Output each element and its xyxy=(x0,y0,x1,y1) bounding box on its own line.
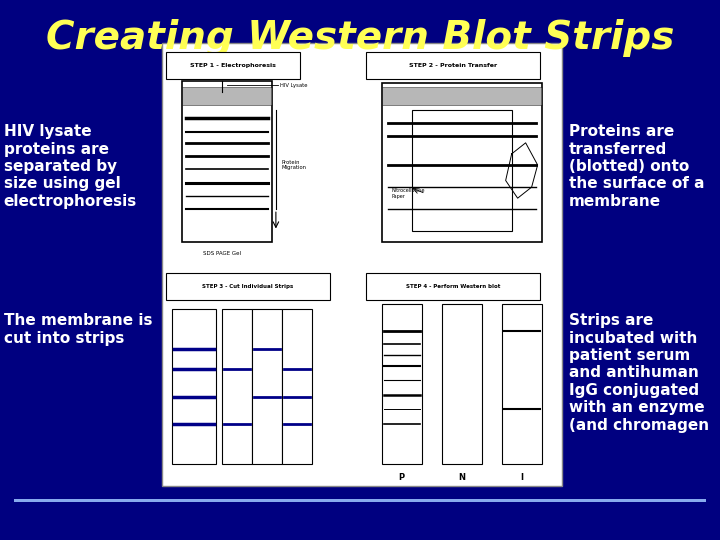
Text: HIV lysate
proteins are
separated by
size using gel
electrophoresis: HIV lysate proteins are separated by siz… xyxy=(4,124,137,209)
Text: Strips are
incubated with
patient serum
and antihuman
IgG conjugated
with an enz: Strips are incubated with patient serum … xyxy=(569,313,709,433)
Text: Proteins are
transferred
(blotted) onto
the surface of a
membrane: Proteins are transferred (blotted) onto … xyxy=(569,124,704,209)
Text: Creating Western Blot Strips: Creating Western Blot Strips xyxy=(46,19,674,57)
Bar xyxy=(162,43,562,486)
Text: The membrane is
cut into strips: The membrane is cut into strips xyxy=(4,313,152,346)
Bar xyxy=(14,499,706,502)
